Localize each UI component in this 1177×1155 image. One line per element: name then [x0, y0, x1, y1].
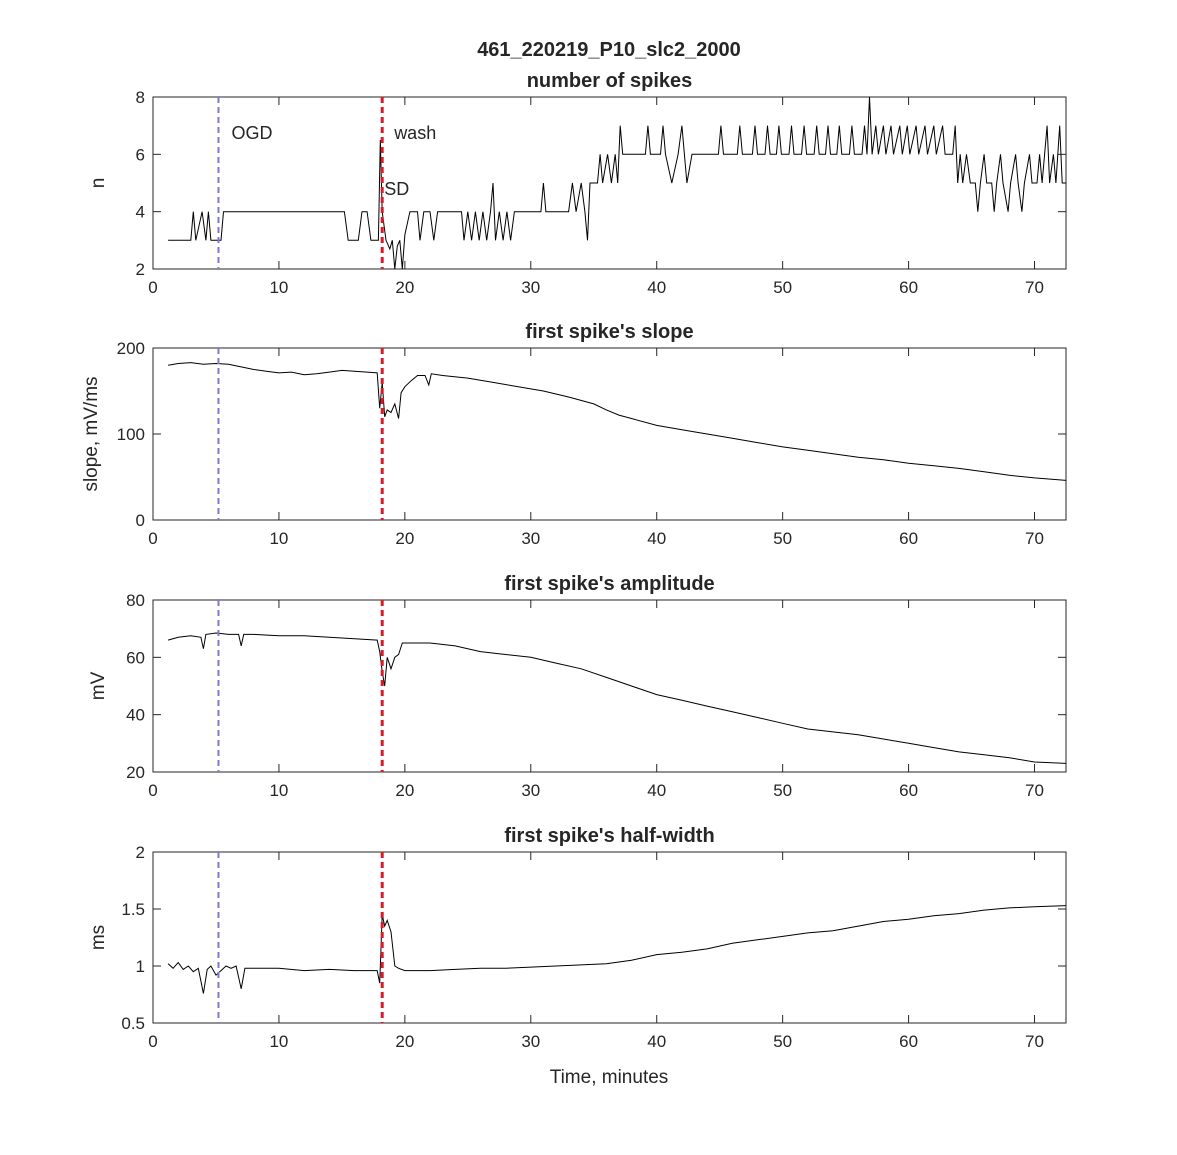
x-tick-label: 60: [899, 529, 918, 548]
series-line: [168, 362, 1067, 481]
y-tick-label: 40: [126, 706, 145, 725]
x-tick-label: 70: [1025, 781, 1044, 800]
y-axis-label: n: [88, 178, 109, 189]
y-axis-label: ms: [88, 925, 109, 950]
y-tick-label: 0: [136, 511, 145, 530]
subplot-title: first spike's amplitude: [504, 573, 714, 595]
x-tick-label: 0: [148, 529, 157, 548]
x-tick-label: 10: [269, 529, 288, 548]
x-tick-label: 40: [647, 781, 666, 800]
x-tick-label: 60: [899, 781, 918, 800]
y-tick-label: 60: [126, 648, 145, 667]
subplot-2: first spike's slope 0 10 20 30 40 50 60 70 0 100 20…: [81, 321, 1067, 548]
ogd-annotation: OGD: [231, 123, 272, 143]
y-tick-label: 0.5: [121, 1014, 145, 1033]
x-tick-label: 10: [269, 781, 288, 800]
axes-box: [152, 96, 1067, 270]
y-tick-label: 8: [136, 88, 145, 107]
y-tick-label: 4: [136, 203, 145, 222]
y-tick-label: 1.5: [121, 900, 145, 919]
x-tick-label: 40: [647, 278, 666, 297]
sd-annotation: SD: [384, 179, 409, 199]
subplot-title: first spike's half-width: [504, 825, 714, 847]
subplot-title: number of spikes: [527, 70, 693, 92]
x-tick-label: 20: [395, 1032, 414, 1051]
wash-annotation: wash: [393, 123, 436, 143]
x-tick-label: 50: [773, 529, 792, 548]
x-tick-label: 50: [773, 1032, 792, 1051]
y-axis-label: mV: [88, 671, 109, 700]
y-tick-label: 2: [136, 260, 145, 279]
x-tick-label: 0: [148, 1032, 157, 1051]
axes-box: [152, 599, 1067, 773]
y-tick-label: 80: [126, 591, 145, 610]
y-tick-label: 2: [136, 843, 145, 862]
y-tick-label: 6: [136, 145, 145, 164]
series-line: [167, 905, 1067, 994]
x-tick-label: 10: [269, 1032, 288, 1051]
x-tick-label: 70: [1025, 1032, 1044, 1051]
x-tick-label: 30: [521, 1032, 540, 1051]
x-tick-label: 0: [148, 278, 157, 297]
axes-box: [152, 347, 1067, 521]
x-tick-label: 60: [899, 278, 918, 297]
y-axis-label: slope, mV/ms: [81, 376, 102, 491]
y-tick-label: 1: [136, 957, 145, 976]
series-line: [168, 96, 1066, 270]
subplot-3: first spike's amplitude 0 10 20 30 40 50 60 70 20…: [88, 573, 1067, 800]
x-tick-label: 40: [647, 1032, 666, 1051]
x-tick-label: 70: [1025, 278, 1044, 297]
y-tick-label: 20: [126, 763, 145, 782]
series-line: [167, 632, 1067, 764]
subplot-4: first spike's half-width 0 10 20 30 40 50 60 70 0…: [88, 825, 1067, 1051]
x-tick-label: 30: [521, 781, 540, 800]
x-tick-label: 10: [269, 278, 288, 297]
x-tick-label: 60: [899, 1032, 918, 1051]
x-tick-label: 20: [395, 529, 414, 548]
axes-box: [152, 851, 1067, 1024]
subplot-title: first spike's slope: [525, 321, 693, 343]
x-tick-label: 30: [521, 529, 540, 548]
x-tick-label: 50: [773, 781, 792, 800]
figure-xlabel: Time, minutes: [550, 1067, 669, 1088]
x-tick-label: 70: [1025, 529, 1044, 548]
subplot-1: number of spikes 0 10 20 30 40 50 60 70 2 4 6 8 n OGD w…: [88, 70, 1067, 297]
x-tick-label: 40: [647, 529, 666, 548]
y-tick-label: 200: [117, 339, 145, 358]
y-tick-label: 100: [117, 425, 145, 444]
figure-suptitle: 461_220219_P10_slc2_2000: [477, 39, 741, 61]
x-tick-label: 50: [773, 278, 792, 297]
x-tick-label: 0: [148, 781, 157, 800]
x-tick-label: 20: [395, 781, 414, 800]
x-tick-label: 20: [395, 278, 414, 297]
x-tick-label: 30: [521, 278, 540, 297]
